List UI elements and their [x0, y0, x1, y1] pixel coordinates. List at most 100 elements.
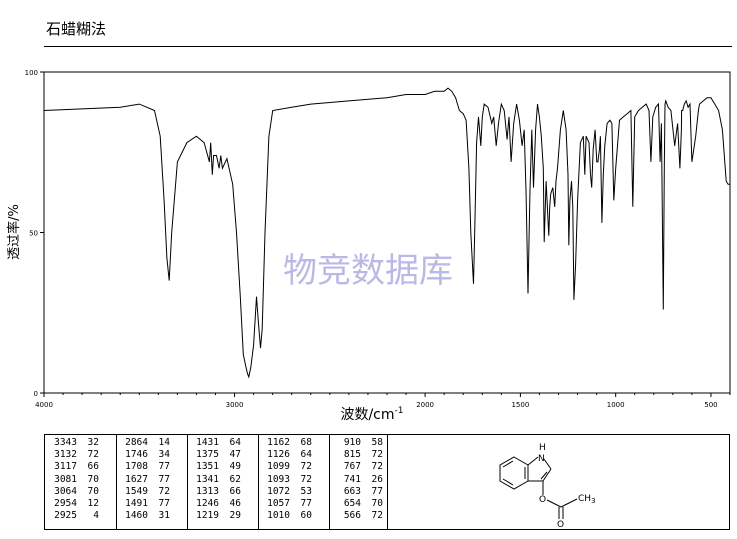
y-tick-label: 50: [29, 230, 38, 238]
peak-row: 1162 68: [262, 437, 312, 449]
peak-row: 3081 70: [49, 474, 99, 486]
peak-row: 2954 12: [49, 498, 99, 510]
peak-wavenumber: 1341: [196, 473, 219, 485]
peak-wavenumber: 910: [343, 437, 361, 448]
peak-row: 1627 77: [120, 474, 170, 486]
peak-transmittance: 62: [229, 473, 241, 485]
peak-transmittance: 31: [158, 510, 170, 522]
peak-transmittance: 4: [93, 510, 99, 522]
peak-transmittance: 77: [158, 461, 170, 473]
peak-row: 741 26: [333, 474, 383, 486]
benzene-ring: [499, 456, 529, 490]
peak-wavenumber: 767: [343, 461, 361, 473]
peak-column: 3343 32 3132 72 3117 66 3081 70 3064 70 2954 12 2925…: [49, 437, 99, 522]
peak-transmittance: 77: [158, 473, 170, 485]
peak-row: 1491 77: [120, 498, 170, 510]
peak-wavenumber: 1126: [267, 449, 290, 461]
peak-row: 1375 47: [191, 449, 241, 461]
peak-row: 1246 46: [191, 498, 241, 510]
column-divider: [116, 435, 117, 529]
peak-row: 566 72: [333, 510, 383, 522]
peak-transmittance: 72: [300, 473, 312, 485]
ir-spectrum-chart: 0 50 100 4000 3000 2000 1500 1000 500 物竞数据库 波数/…: [6, 69, 731, 423]
peak-transmittance: 32: [87, 437, 99, 448]
peak-wavenumber: 1246: [196, 497, 219, 509]
peak-transmittance: 77: [371, 485, 383, 497]
peak-wavenumber: 1460: [125, 510, 148, 522]
peak-column: 1162 68 1126 64 1099 72 1093 72 1072 53 1057 77 1010…: [262, 437, 312, 522]
peak-column: 910 58 815 72 767 72 741 26 663 77 654 70 566 72: [333, 437, 383, 522]
peak-wavenumber: 1313: [196, 485, 219, 497]
peak-table: 3343 32 3132 72 3117 66 3081 70 3064 70 2954 12 2925…: [44, 434, 730, 530]
peak-wavenumber: 1627: [125, 473, 148, 485]
peak-wavenumber: 3064: [54, 485, 77, 497]
peak-row: 2864 14: [120, 437, 170, 449]
peak-wavenumber: 741: [343, 473, 361, 485]
peak-column: 1431 64 1375 47 1351 49 1341 62 1313 66 1246 46 1219…: [191, 437, 241, 522]
peak-row: 1708 77: [120, 461, 170, 473]
x-tick-label: 1000: [607, 401, 625, 409]
y-tick-label: 0: [34, 390, 38, 398]
x-tick-label: 500: [704, 401, 717, 409]
peak-transmittance: 68: [300, 437, 312, 448]
peak-wavenumber: 1093: [267, 473, 290, 485]
peak-transmittance: 70: [87, 473, 99, 485]
peak-wavenumber: 566: [343, 510, 361, 522]
peak-transmittance: 53: [300, 485, 312, 497]
peak-wavenumber: 1351: [196, 461, 219, 473]
peak-transmittance: 72: [371, 461, 383, 473]
peak-transmittance: 46: [229, 497, 241, 509]
peak-row: 1126 64: [262, 449, 312, 461]
peak-transmittance: 14: [158, 437, 170, 448]
peak-row: 767 72: [333, 461, 383, 473]
title-divider: [44, 46, 732, 47]
peak-row: 1072 53: [262, 486, 312, 498]
peak-wavenumber: 654: [343, 497, 361, 509]
peak-row: 1313 66: [191, 486, 241, 498]
page-title: 石蜡糊法: [46, 20, 107, 38]
peak-wavenumber: 3132: [54, 449, 77, 461]
peak-row: 1219 29: [191, 510, 241, 522]
peak-wavenumber: 1375: [196, 449, 219, 461]
carbonyl-oxygen-label: O: [557, 520, 564, 529]
methyl-label: CH3: [578, 494, 596, 505]
peak-wavenumber: 1057: [267, 497, 290, 509]
peak-row: 815 72: [333, 449, 383, 461]
peak-transmittance: 66: [87, 461, 99, 473]
peak-row: 2925 4: [49, 510, 99, 522]
peak-row: 1460 31: [120, 510, 170, 522]
peak-wavenumber: 1746: [125, 449, 148, 461]
peak-row: 3117 66: [49, 461, 99, 473]
column-divider: [187, 435, 188, 529]
peak-transmittance: 66: [229, 485, 241, 497]
x-tick-label: 2000: [416, 401, 434, 409]
peak-wavenumber: 663: [343, 485, 361, 497]
peak-wavenumber: 1099: [267, 461, 290, 473]
peak-transmittance: 26: [371, 473, 383, 485]
peak-wavenumber: 815: [343, 449, 361, 461]
peak-wavenumber: 2925: [54, 510, 77, 522]
peak-wavenumber: 1431: [196, 437, 219, 448]
x-axis-label-sup: -1: [395, 406, 404, 416]
x-tick-label: 3000: [226, 401, 244, 409]
peak-wavenumber: 2864: [125, 437, 148, 448]
y-axis-label: 透过率/%: [6, 204, 22, 260]
peak-wavenumber: 2954: [54, 497, 77, 509]
peak-row: 910 58: [333, 437, 383, 449]
plot-frame: [43, 71, 731, 394]
peak-row: 1746 34: [120, 449, 170, 461]
peak-transmittance: 60: [300, 510, 312, 522]
peak-transmittance: 58: [371, 437, 383, 448]
peak-row: 1341 62: [191, 474, 241, 486]
peak-wavenumber: 1708: [125, 461, 148, 473]
nitrogen-label: N: [538, 454, 545, 464]
peak-row: 663 77: [333, 486, 383, 498]
peak-transmittance: 72: [87, 449, 99, 461]
peak-transmittance: 64: [229, 437, 241, 448]
peak-transmittance: 77: [300, 497, 312, 509]
peak-transmittance: 29: [229, 510, 241, 522]
peak-transmittance: 72: [158, 485, 170, 497]
peak-transmittance: 77: [158, 497, 170, 509]
column-divider: [387, 435, 388, 529]
molecule-structure: H N O O CH3: [499, 443, 596, 529]
